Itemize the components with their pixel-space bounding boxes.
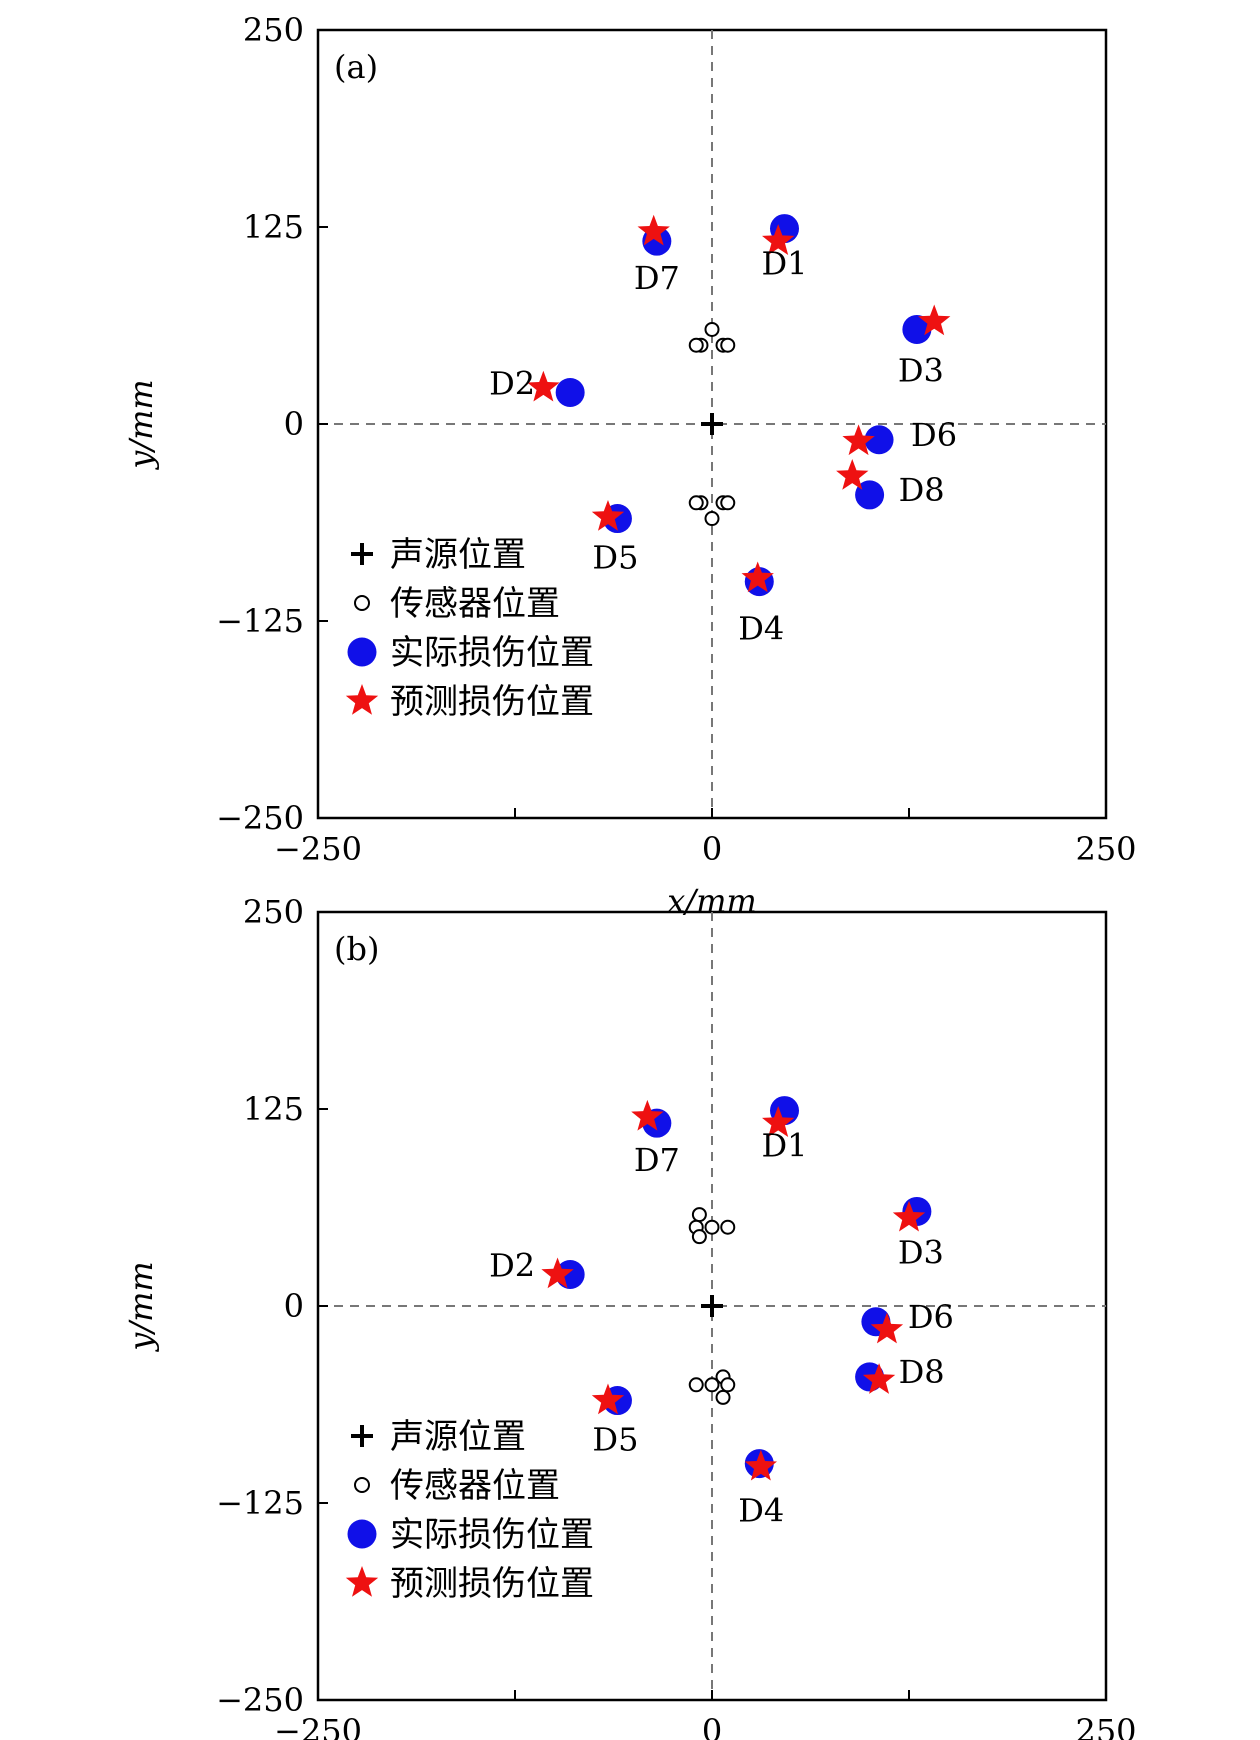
y-tick-label: −125 <box>216 1484 304 1522</box>
legend-entry: 预测损伤位置 <box>390 1564 594 1604</box>
sensor-marker <box>691 1229 707 1245</box>
y-axis-label: y/mm <box>122 379 160 471</box>
x-tick-label: −250 <box>274 1712 362 1740</box>
x-tick-label: 0 <box>702 830 722 868</box>
predicted-damage-marker-d3 <box>892 1200 926 1232</box>
sensor-marker <box>704 511 720 527</box>
damage-label-d6: D6 <box>908 1298 954 1336</box>
y-tick-label: −250 <box>216 799 304 837</box>
sensor-marker <box>704 1219 720 1235</box>
legend-open-circle-icon <box>354 1477 370 1493</box>
sensor-marker <box>688 337 704 353</box>
damage-label-d1: D1 <box>761 1127 807 1165</box>
predicted-damage-marker-d2 <box>541 1257 574 1289</box>
damage-label-d4: D4 <box>738 1492 784 1530</box>
scatter-panel-b: 2501250−125−250−2500250x/mmy/mm(b)D1D2D3… <box>122 893 1137 1740</box>
actual-damage-marker-d2 <box>555 377 585 407</box>
actual-damage-marker-d3 <box>902 314 932 344</box>
predicted-damage-marker-d8 <box>862 1363 896 1394</box>
predicted-damage-marker-d1 <box>762 1106 795 1137</box>
sensor-marker <box>688 1377 704 1393</box>
damage-label-d5: D5 <box>592 539 638 577</box>
x-tick-label: 0 <box>702 1712 722 1740</box>
damage-label-d1: D1 <box>761 245 807 283</box>
damage-label-d7: D7 <box>634 1141 680 1179</box>
y-tick-label: 125 <box>243 1090 304 1128</box>
panel-label: (a) <box>334 48 378 86</box>
legend-entry: 实际损伤位置 <box>390 1515 594 1555</box>
y-tick-label: 0 <box>284 405 304 443</box>
legend-star-icon <box>345 1566 379 1597</box>
damage-label-d4: D4 <box>738 610 784 648</box>
legend-filled-circle-icon <box>347 637 377 667</box>
predicted-damage-marker-d6 <box>842 424 875 456</box>
x-tick-label: −250 <box>274 830 362 868</box>
predicted-damage-marker-d3 <box>918 304 951 336</box>
legend-star-icon <box>345 684 379 715</box>
predicted-damage-marker-d8 <box>836 459 869 490</box>
legend-entry: 声源位置 <box>390 535 526 575</box>
sensor-marker <box>720 1219 736 1235</box>
sound-source-marker <box>701 413 723 435</box>
y-tick-label: 250 <box>243 893 304 931</box>
legend-plus-icon <box>351 1425 373 1447</box>
sound-source-marker <box>701 1295 723 1317</box>
x-tick-label: 250 <box>1075 1712 1136 1740</box>
sensor-marker <box>720 495 736 511</box>
actual-damage-marker-d6 <box>864 425 894 455</box>
legend-filled-circle-icon <box>347 1519 377 1549</box>
legend-entry: 声源位置 <box>390 1417 526 1457</box>
predicted-damage-marker-d4 <box>741 561 774 593</box>
legend-open-circle-icon <box>354 595 370 611</box>
damage-label-d2: D2 <box>489 1246 535 1284</box>
sensor-marker <box>720 337 736 353</box>
damage-label-d2: D2 <box>489 364 535 402</box>
actual-damage-marker-d8 <box>855 480 885 510</box>
predicted-damage-marker-d5 <box>591 1383 625 1415</box>
sensor-marker <box>715 1389 731 1405</box>
legend-entry: 实际损伤位置 <box>390 633 594 673</box>
predicted-damage-marker-d6 <box>870 1312 904 1344</box>
y-axis-label: y/mm <box>122 1261 160 1353</box>
y-tick-label: −125 <box>216 602 304 640</box>
predicted-damage-marker-d7 <box>637 214 670 246</box>
damage-label-d8: D8 <box>899 471 945 509</box>
sensor-marker <box>688 495 704 511</box>
damage-label-d3: D3 <box>898 1233 944 1271</box>
y-tick-label: 0 <box>284 1287 304 1325</box>
legend-entry: 预测损伤位置 <box>390 682 594 722</box>
predicted-damage-marker-d2 <box>527 370 560 402</box>
damage-label-d8: D8 <box>899 1353 945 1391</box>
sensor-marker <box>704 321 720 337</box>
damage-label-d6: D6 <box>911 416 957 454</box>
x-tick-label: 250 <box>1075 830 1136 868</box>
sensor-marker <box>720 1377 736 1393</box>
damage-label-d5: D5 <box>592 1421 638 1459</box>
y-tick-label: 125 <box>243 208 304 246</box>
panel-label: (b) <box>334 930 379 968</box>
y-tick-label: 250 <box>243 11 304 49</box>
legend-entry: 传感器位置 <box>390 1466 560 1506</box>
legend-entry: 传感器位置 <box>390 584 560 624</box>
predicted-damage-marker-d7 <box>631 1099 664 1131</box>
damage-label-d3: D3 <box>898 351 944 389</box>
sensor-marker <box>704 1377 720 1393</box>
predicted-damage-marker-d5 <box>591 499 625 531</box>
predicted-damage-marker-d4 <box>744 1449 778 1481</box>
damage-label-d7: D7 <box>634 259 680 297</box>
predicted-damage-marker-d1 <box>762 224 795 255</box>
legend-plus-icon <box>351 543 373 565</box>
y-tick-label: −250 <box>216 1681 304 1719</box>
sensor-marker <box>691 1207 707 1223</box>
